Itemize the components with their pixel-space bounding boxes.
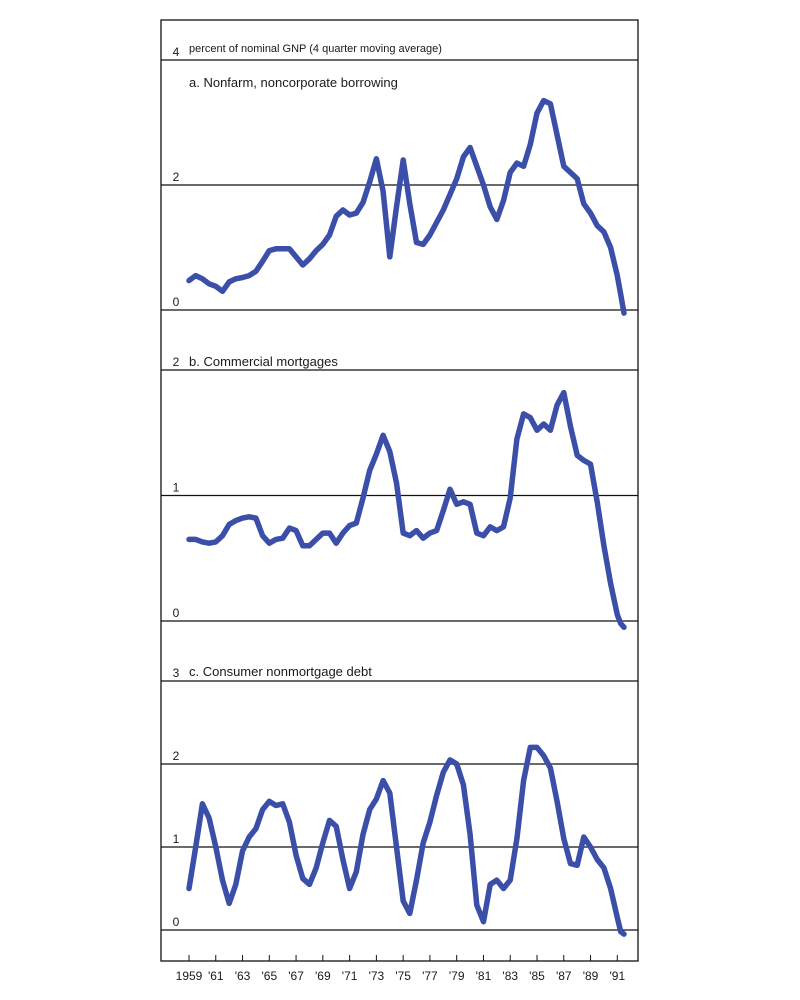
panel-b-ytick-label: 1 [173,481,180,495]
xtick-label: '65 [261,969,277,983]
xtick-label: '79 [449,969,465,983]
xtick-label: '81 [476,969,492,983]
xtick-label: '85 [529,969,545,983]
xtick-label: '61 [208,969,224,983]
panel-a-ytick-label: 0 [173,295,180,309]
outer-frame [160,19,639,962]
panel-b-ytick-label: 0 [173,606,180,620]
unit-label: percent of nominal GNP (4 quarter moving… [189,43,442,55]
xtick-label: '69 [315,969,331,983]
panel-c-title: c. Consumer nonmortgage debt [189,664,372,679]
xtick-label: '77 [422,969,438,983]
panel-a-ytick-label: 2 [173,170,180,184]
series-layer [186,97,627,937]
xtick-label: '71 [342,969,358,983]
xtick-label: '63 [235,969,251,983]
panel-c-ytick-label: 3 [173,666,180,680]
xtick-label: 1959 [176,969,203,983]
panel-c-ytick-label: 2 [173,749,180,763]
panel-c-series-line [186,744,627,937]
xtick-label: '75 [395,969,411,983]
label-layer: 0 2 4 percent of nominal GNP (4 quarter mov… [173,43,442,929]
panel-c-ytick-label: 1 [173,832,180,846]
panel-b-title: b. Commercial mortgages [189,354,338,369]
xtick-label: '83 [502,969,518,983]
xtick-label: '87 [556,969,572,983]
panel-c-ytick-label: 0 [173,915,180,929]
chart-frame [160,19,639,962]
panel-b-series-line [186,389,627,631]
panel-a-series-line [186,97,627,316]
panel-a-ytick-label: 4 [173,45,180,59]
grid-layer [161,59,638,931]
xtick-label: '73 [369,969,385,983]
xtick-label: '91 [609,969,625,983]
xtick-label: '89 [583,969,599,983]
panel-a-title: a. Nonfarm, noncorporate borrowing [189,75,398,90]
xtick-label: '67 [288,969,304,983]
x-axis: 1959 '61 '63 '65 '67 '69 '71 '73 '75 '77 '79 '81 '83… [176,955,625,983]
panel-b-ytick-label: 2 [173,355,180,369]
